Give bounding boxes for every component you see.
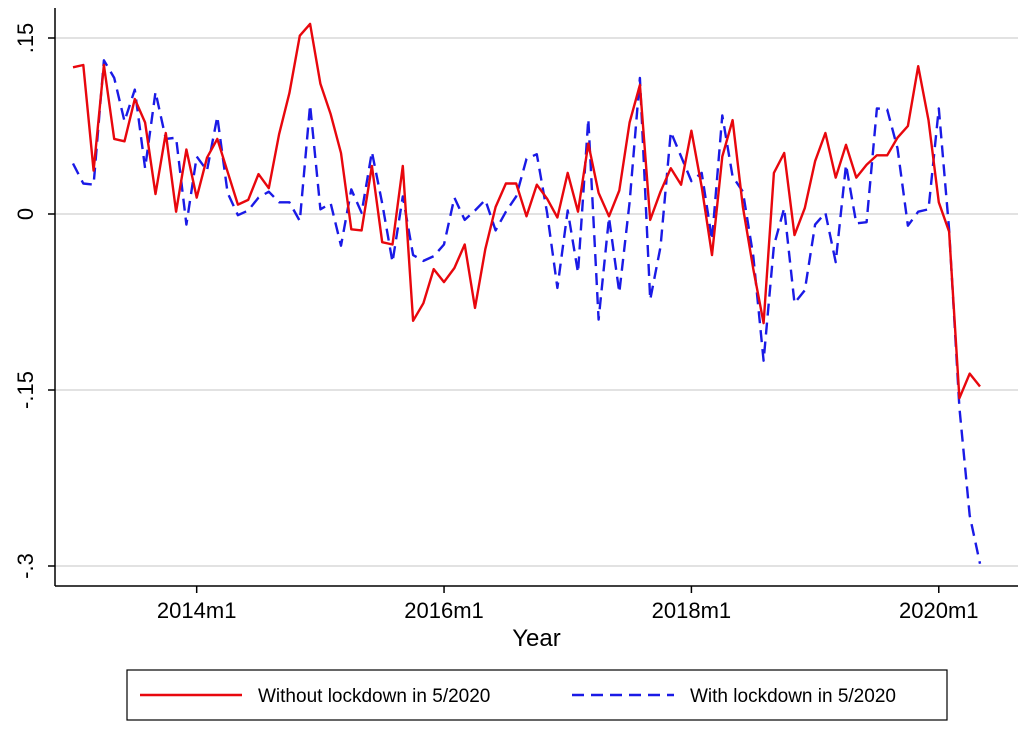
y-tick-label-0: .15 (13, 23, 38, 54)
gridlines (55, 37, 1018, 567)
x-tick-label-1: 2016m1 (404, 598, 484, 623)
series-line-1 (71, 59, 982, 564)
ticks: .15 0 -.15 -.3 2014m1 2016m1 2018m1 2020m1 (13, 23, 979, 623)
y-tick-label-1: 0 (13, 208, 38, 220)
x-tick-label-0: 2014m1 (157, 598, 237, 623)
legend-label-1: With lockdown in 5/2020 (690, 686, 896, 707)
legend-items: Without lockdown in 5/2020 With lockdown … (140, 686, 896, 707)
y-tick-label-2: -.15 (13, 371, 38, 409)
series-layer (71, 22, 982, 564)
legend-box (126, 669, 948, 721)
axes (54, 8, 1018, 587)
y-tick-label-3: -.3 (13, 553, 38, 579)
legend: Without lockdown in 5/2020 With lockdown … (126, 669, 948, 721)
x-tick-label-3: 2020m1 (899, 598, 979, 623)
x-axis-title: Year (512, 625, 561, 652)
x-tick-label-2: 2018m1 (652, 598, 732, 623)
legend-label-0: Without lockdown in 5/2020 (258, 686, 490, 707)
series-line-0 (72, 22, 981, 400)
